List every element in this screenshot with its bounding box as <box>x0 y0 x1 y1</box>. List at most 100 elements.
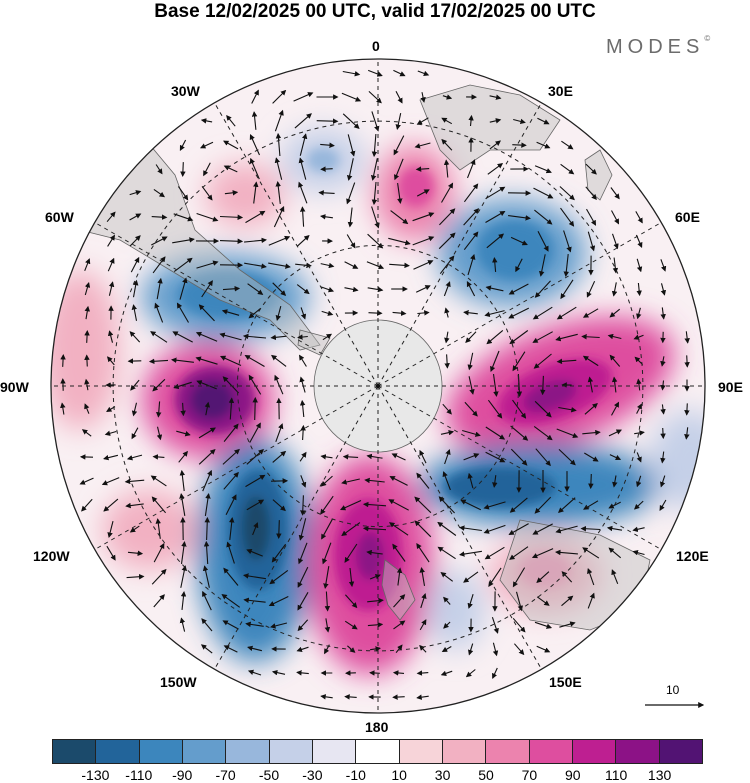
wind-vector-arrow <box>393 158 404 181</box>
wind-vector-arrow <box>296 646 309 653</box>
south-america-land <box>69 144 321 351</box>
wind-vector-arrow <box>635 234 643 249</box>
wind-vector-arrow <box>608 429 622 437</box>
wind-vector-arrow <box>366 261 385 270</box>
wind-vector-arrow <box>204 401 211 416</box>
wind-vector-arrow <box>392 543 406 562</box>
wind-vector-arrow <box>561 571 573 583</box>
wind-vector-arrow <box>587 592 595 609</box>
wind-vector-arrow <box>84 378 90 391</box>
wind-vector-arrow <box>532 306 553 320</box>
wind-vector-arrow <box>561 140 574 150</box>
wind-vector-arrow <box>251 111 258 130</box>
wind-vector-arrow <box>223 165 238 173</box>
wind-vector-arrow <box>247 645 263 652</box>
lon-label-30e: 30E <box>548 83 573 99</box>
wind-vector-arrow <box>244 354 265 367</box>
wind-vector-arrow <box>537 230 549 252</box>
wind-vector-arrow <box>416 694 429 700</box>
wind-vector-arrow <box>512 399 527 419</box>
wind-vector-arrow <box>533 353 552 369</box>
colorbar-segment <box>659 740 702 763</box>
wind-vector-arrow <box>536 645 551 653</box>
wind-vector-arrow <box>179 617 186 632</box>
wind-vector-arrow <box>611 210 620 225</box>
wind-vector-arrow <box>104 430 117 436</box>
wind-vector-arrow <box>416 670 429 676</box>
wind-vector-arrow <box>274 374 284 395</box>
wind-vector-arrow <box>153 542 165 563</box>
wind-vector-arrow <box>103 498 119 512</box>
colorbar-segment <box>486 740 530 763</box>
wind-vector-arrow <box>131 402 138 417</box>
colorbar-segment <box>96 740 140 763</box>
colorbar-segment <box>312 740 357 763</box>
wind-vector-arrow <box>324 618 331 633</box>
wind-vector-arrow <box>347 134 356 157</box>
wind-vector-arrow <box>179 493 186 516</box>
wind-vector-arrow <box>533 425 553 441</box>
wind-vector-arrow <box>463 571 479 583</box>
wind-vector-arrow <box>196 212 219 222</box>
wind-vector-arrow <box>320 286 335 293</box>
wind-vector-arrow <box>389 476 408 486</box>
wind-vector-arrow <box>324 591 331 612</box>
wind-vector-arrow <box>268 596 289 607</box>
wind-vector-arrow <box>81 429 92 437</box>
wind-vector-arrow <box>222 620 239 630</box>
wind-vector-arrow <box>132 279 139 298</box>
wind-vector-arrow <box>320 214 333 220</box>
wind-vector-arrow <box>509 330 529 345</box>
wind-vector-arrow <box>222 285 241 292</box>
wind-vector-arrow <box>316 118 339 124</box>
wind-vector-arrow <box>320 262 335 269</box>
colorbar-segment <box>399 740 443 763</box>
wind-vector-arrow <box>248 374 262 395</box>
wind-vector-arrow <box>249 422 261 443</box>
wind-vector-arrow <box>103 454 119 461</box>
meridian-line <box>377 102 542 387</box>
wind-vector-arrow <box>176 430 191 437</box>
wind-vector-arrow <box>611 401 620 416</box>
wind-vector-arrow <box>467 643 474 656</box>
wind-vector-arrow <box>606 525 623 532</box>
wind-vector-arrow <box>441 117 453 125</box>
wind-vector-arrow <box>298 157 307 180</box>
wind-vector-arrow <box>196 380 217 390</box>
wind-vector-arrow <box>172 237 195 244</box>
wind-vector-arrow <box>416 542 430 563</box>
wind-vector-arrow <box>272 499 286 512</box>
wind-vector-arrow <box>274 157 283 180</box>
wind-vector-arrow <box>202 469 213 492</box>
wind-vector-arrow <box>444 307 450 318</box>
wind-vector-arrow <box>534 209 553 225</box>
wind-vector-arrow <box>389 262 410 269</box>
lon-label-120e: 120E <box>676 548 709 564</box>
wind-vector-arrow <box>464 401 478 417</box>
wind-vector-arrow <box>320 142 335 148</box>
wind-vector-arrow <box>585 186 597 201</box>
wind-vector-arrow <box>636 475 642 488</box>
wind-vector-arrow <box>370 646 381 652</box>
wind-vector-arrow <box>396 567 403 586</box>
wind-vector-arrow <box>129 190 142 196</box>
wind-vector-arrow <box>582 429 601 436</box>
wind-vector-arrow <box>228 397 235 420</box>
wind-vector-arrow <box>586 280 596 298</box>
wind-vector-arrow <box>515 591 523 612</box>
wind-vector-arrow <box>84 305 91 320</box>
wind-vector-arrow <box>388 237 411 246</box>
wind-vector-arrow <box>152 256 166 274</box>
wind-vector-arrow <box>344 261 359 269</box>
wind-vector-arrow <box>586 208 597 226</box>
wind-vector-arrow <box>272 282 287 296</box>
wind-vector-arrow <box>150 331 168 343</box>
wind-vector-arrow <box>106 211 116 223</box>
wind-vector-arrow <box>299 399 306 418</box>
wind-vector-arrow <box>508 307 530 319</box>
wind-vector-arrow <box>156 401 162 418</box>
wind-vector-arrow <box>414 496 432 514</box>
wind-vector-arrow <box>195 331 218 342</box>
wind-vector-arrow <box>510 425 529 441</box>
wind-vector-arrow <box>395 112 402 130</box>
